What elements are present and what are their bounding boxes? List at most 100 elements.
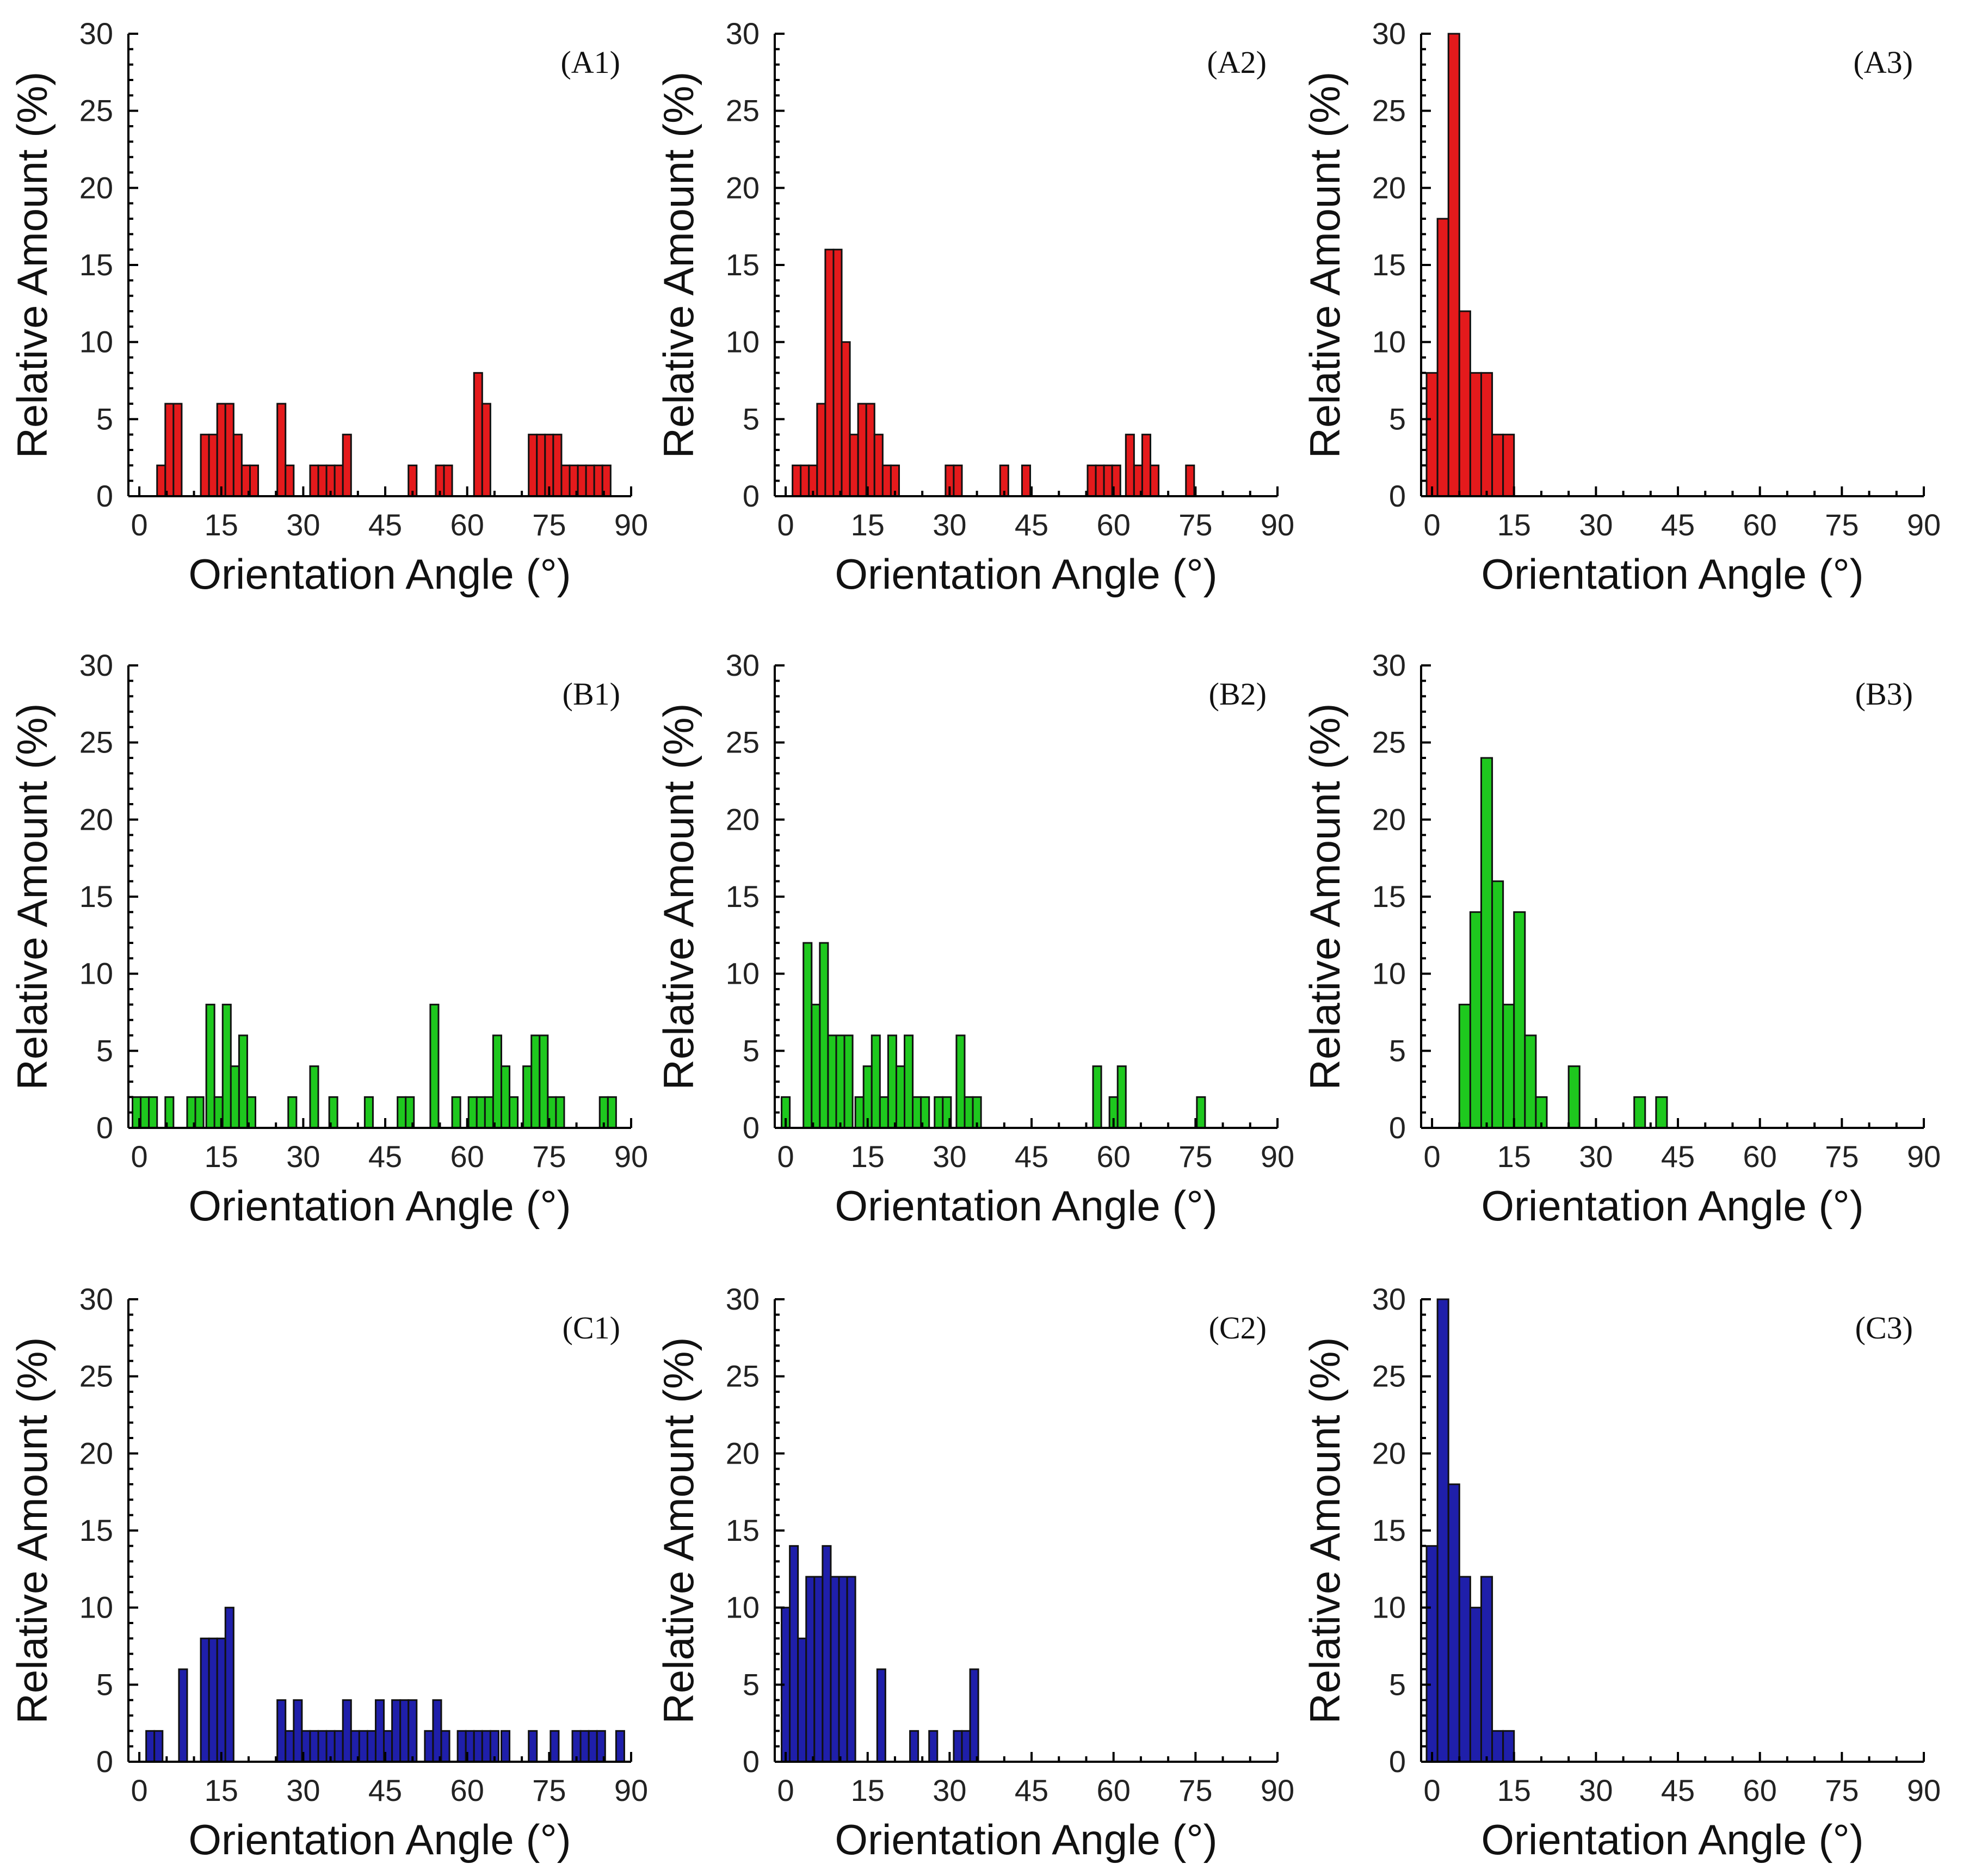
histogram-bar bbox=[1092, 1065, 1102, 1129]
histogram-bar bbox=[1502, 434, 1515, 497]
x-axis-title: Orientation Angle (°) bbox=[188, 550, 571, 598]
y-tick-label: 10 bbox=[79, 956, 113, 991]
histogram-bar bbox=[178, 1668, 188, 1763]
histogram-bar bbox=[588, 1730, 598, 1763]
x-tick-label: 15 bbox=[1497, 1773, 1531, 1807]
histogram-bar bbox=[200, 434, 210, 497]
histogram-bar bbox=[317, 464, 328, 497]
x-tick-label: 60 bbox=[1097, 508, 1131, 542]
histogram-bar bbox=[800, 464, 810, 497]
y-tick-label: 25 bbox=[726, 94, 760, 128]
x-tick-label: 0 bbox=[1424, 1139, 1441, 1174]
y-tick-label: 30 bbox=[79, 1282, 113, 1316]
histogram-bar bbox=[1087, 464, 1097, 497]
y-tick-label: 15 bbox=[726, 879, 760, 914]
y-axis-title: Relative Amount (%) bbox=[1301, 1337, 1349, 1724]
x-tick-label: 60 bbox=[1743, 508, 1777, 542]
panel-label: (C2) bbox=[1209, 1310, 1267, 1346]
histogram-bar bbox=[374, 1699, 385, 1763]
histogram-bar bbox=[832, 249, 843, 497]
x-tick-label: 90 bbox=[1907, 508, 1941, 542]
histogram-bar bbox=[399, 1699, 410, 1763]
histogram-bar bbox=[838, 1576, 848, 1763]
histogram-bar bbox=[550, 1730, 560, 1763]
histogram-bar bbox=[555, 1096, 565, 1129]
y-tick-label: 20 bbox=[1372, 1436, 1406, 1470]
histogram-bar bbox=[1491, 434, 1504, 497]
x-tick-label: 75 bbox=[1825, 1139, 1859, 1174]
y-tick-label: 20 bbox=[79, 802, 113, 836]
x-tick-label: 15 bbox=[851, 1139, 885, 1174]
panel-label: (C1) bbox=[563, 1310, 620, 1346]
histogram-bar bbox=[1185, 464, 1195, 497]
histogram-bar bbox=[1469, 1607, 1482, 1763]
histogram-bar bbox=[334, 464, 344, 497]
histogram-bar bbox=[484, 1096, 494, 1129]
histogram-bar bbox=[509, 1096, 519, 1129]
histogram-bar bbox=[194, 1096, 205, 1129]
y-tick-label: 25 bbox=[726, 725, 760, 760]
histogram-bar bbox=[552, 434, 563, 497]
x-tick-label: 15 bbox=[1497, 1139, 1531, 1174]
histogram-bar bbox=[249, 464, 260, 497]
y-tick-label: 15 bbox=[1372, 1513, 1406, 1547]
x-tick-label: 45 bbox=[1015, 1773, 1048, 1807]
panel-label: (A3) bbox=[1853, 45, 1913, 80]
histogram-bar bbox=[473, 1730, 483, 1763]
y-axis-title: Relative Amount (%) bbox=[8, 72, 56, 459]
y-tick-label: 0 bbox=[96, 1744, 113, 1779]
histogram-bar bbox=[1103, 464, 1113, 497]
y-tick-label: 30 bbox=[79, 648, 113, 682]
histogram-bar bbox=[216, 1637, 226, 1763]
histogram-bar bbox=[961, 1730, 971, 1763]
x-tick-label: 60 bbox=[1743, 1773, 1777, 1807]
y-axis-title: Relative Amount (%) bbox=[655, 704, 702, 1090]
histogram-bar bbox=[317, 1730, 328, 1763]
x-tick-label: 75 bbox=[1178, 1139, 1212, 1174]
histogram-panel: 0 15 30 45 60 75 90 0 5 10 15 20 25 30 Orientation Ang… bbox=[8, 1282, 648, 1863]
histogram-bar bbox=[854, 1096, 865, 1129]
histogram-bar bbox=[805, 1576, 816, 1763]
histogram-bar bbox=[1425, 372, 1439, 497]
histogram-bar bbox=[1480, 372, 1493, 497]
histogram-bar bbox=[1458, 310, 1471, 497]
histogram-bar bbox=[816, 403, 826, 497]
histogram-bar bbox=[579, 1730, 590, 1763]
histogram-bar bbox=[342, 1699, 352, 1763]
histogram-bar bbox=[153, 1730, 164, 1763]
y-tick-label: 0 bbox=[96, 479, 113, 513]
panel-label: (B2) bbox=[1209, 676, 1267, 712]
x-tick-label: 90 bbox=[614, 1773, 648, 1807]
histogram-bar bbox=[408, 1699, 418, 1763]
histogram-bar bbox=[1196, 1096, 1206, 1129]
histogram-panel: 0 15 30 45 60 75 90 0 5 10 15 20 25 30 Orientation Ang… bbox=[655, 648, 1294, 1230]
x-tick-label: 90 bbox=[1907, 1773, 1941, 1807]
x-tick-label: 0 bbox=[777, 508, 794, 542]
histogram-bar bbox=[309, 1065, 319, 1129]
x-tick-label: 90 bbox=[614, 508, 648, 542]
x-tick-label: 30 bbox=[933, 508, 966, 542]
y-tick-label: 15 bbox=[726, 248, 760, 282]
x-tick-label: 15 bbox=[851, 1773, 885, 1807]
x-tick-label: 75 bbox=[1178, 508, 1212, 542]
histogram-bar bbox=[969, 1668, 979, 1763]
x-tick-label: 30 bbox=[933, 1773, 966, 1807]
y-tick-label: 15 bbox=[79, 879, 113, 914]
histogram-bar bbox=[140, 1096, 150, 1129]
histogram-bar bbox=[500, 1065, 511, 1129]
histogram-bar bbox=[827, 1034, 837, 1129]
x-tick-label: 30 bbox=[933, 1139, 966, 1174]
x-tick-label: 90 bbox=[1261, 508, 1294, 542]
histogram-bar bbox=[145, 1730, 156, 1763]
histogram-bar bbox=[1567, 1065, 1581, 1129]
y-tick-label: 15 bbox=[79, 1513, 113, 1547]
histogram-bar bbox=[238, 1034, 248, 1129]
y-tick-label: 25 bbox=[1372, 725, 1406, 760]
x-tick-label: 75 bbox=[532, 1773, 566, 1807]
histogram-bar bbox=[873, 434, 884, 497]
histogram-bar bbox=[492, 1034, 502, 1129]
histogram-bar bbox=[528, 434, 538, 497]
histogram-bar bbox=[473, 372, 483, 497]
histogram-bar bbox=[208, 434, 218, 497]
y-tick-label: 25 bbox=[1372, 94, 1406, 128]
